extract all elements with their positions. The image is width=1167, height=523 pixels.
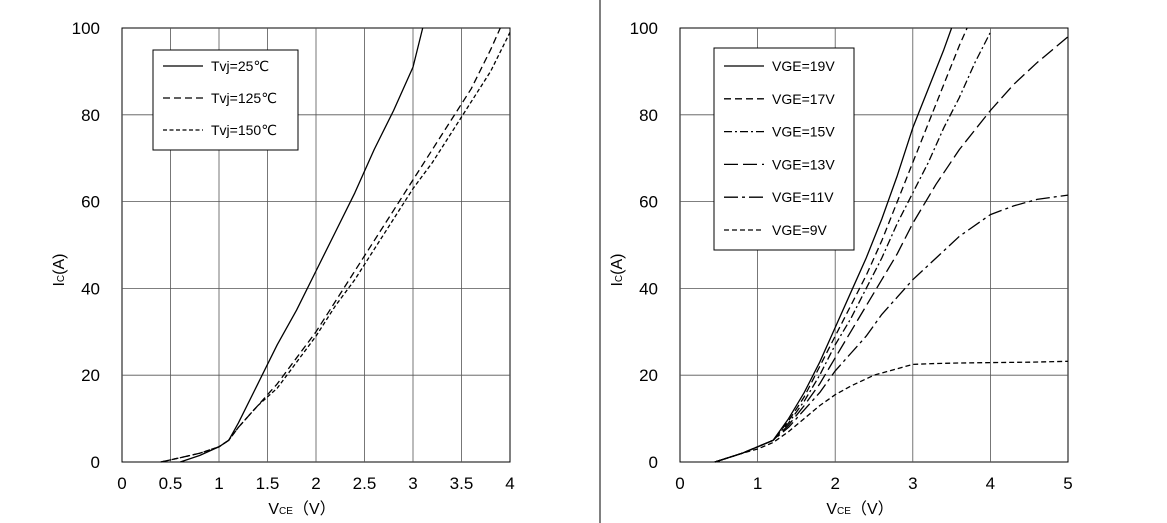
- c1-legend-label-3: VGE=13V: [772, 156, 835, 172]
- c0-x-tick-label: 2: [311, 474, 320, 493]
- c1-y-tick-label: 80: [639, 106, 658, 125]
- c1-plot-frame: [679, 27, 1069, 463]
- c1-x-tick-label: 0: [675, 474, 684, 493]
- c0-x-tick-label: 0.5: [159, 474, 183, 493]
- c0-series-line-2: [160, 32, 511, 463]
- c1-legend-box: [713, 47, 855, 251]
- c1-y-axis-label: IC(A): [609, 253, 626, 286]
- c0-x-tick-label: 2.5: [353, 474, 377, 493]
- c1-y-tick-label: 20: [639, 366, 658, 385]
- c0-x-tick-label: 3: [408, 474, 417, 493]
- c1-y-tick-label: 40: [639, 279, 658, 298]
- c1-x-tick-label: 3: [908, 474, 917, 493]
- c0-x-tick-label: 1: [214, 474, 223, 493]
- c1-x-tick-label: 2: [830, 474, 839, 493]
- c1-legend-label-1: VGE=17V: [772, 91, 835, 107]
- c0-x-axis-label-main: V: [268, 501, 279, 518]
- chart-temperature: 0 0.5 1 1.5 2 2.5 3 3.5 4020406080100VCE（V）IC(A)…: [51, 19, 515, 518]
- c0-x-axis-label-sub: CE: [279, 506, 293, 517]
- c0-series-line-1: [160, 27, 501, 463]
- c1-y-tick-label: 0: [649, 453, 658, 472]
- c0-x-axis-label-unit: （V）: [293, 500, 336, 518]
- c0-legend-box: [152, 49, 299, 151]
- c0-y-tick-label: 100: [72, 19, 100, 38]
- c1-y-axis-label-main: I: [609, 282, 626, 286]
- c0-y-tick-label: 60: [81, 193, 100, 212]
- c1-legend-label-0: VGE=19V: [772, 58, 835, 74]
- c0-y-tick-label: 20: [81, 366, 100, 385]
- c0-y-axis-label: IC(A): [51, 253, 68, 286]
- c1-legend-label-5: VGE=9V: [772, 222, 828, 238]
- c0-series-line-0: [179, 27, 424, 463]
- c0-y-axis-label-sub: C: [56, 275, 67, 282]
- c0-legend-label-1: Tvj=125℃: [211, 90, 277, 106]
- c1-y-axis-label-sub: C: [614, 275, 625, 282]
- c1-x-axis-label-main: V: [826, 501, 837, 518]
- c1-y-axis-label-unit: (A): [609, 253, 626, 274]
- c0-y-tick-label: 0: [91, 453, 100, 472]
- c1-x-tick-label: 4: [986, 474, 995, 493]
- c0-x-tick-label: 4: [505, 474, 514, 493]
- c0-y-axis-label-main: I: [51, 282, 68, 286]
- c0-x-tick-label: 0: [117, 474, 126, 493]
- chart-gate-voltage: 0 1 2 3 4 5 0 20 40 60 80 100 VCE（V） IC(A) VGE=19V VGE=…: [609, 19, 1073, 518]
- c0-y-tick-label: 80: [81, 106, 100, 125]
- c0-y-tick-label: 40: [81, 279, 100, 298]
- c1-x-tick-label: 5: [1063, 474, 1072, 493]
- c1-series-line-5: [714, 360, 1069, 463]
- c1-legend-label-2: VGE=15V: [772, 124, 835, 140]
- c1-x-axis-label: VCE（V）: [826, 500, 893, 518]
- c1-x-tick-label: 1: [753, 474, 762, 493]
- c1-legend-label-4: VGE=11V: [772, 189, 834, 205]
- c0-legend-label-0: Tvj=25℃: [211, 58, 269, 74]
- c0-legend-label-2: Tvj=150℃: [211, 122, 277, 138]
- c0-x-tick-label: 1.5: [256, 474, 280, 493]
- c1-x-axis-label-sub: CE: [837, 506, 851, 517]
- c1-y-tick-label: 100: [630, 19, 658, 38]
- c0-x-tick-label: 3.5: [450, 474, 474, 493]
- c0-x-axis-label: VCE（V）: [268, 500, 335, 518]
- c1-series-line-4: [714, 194, 1069, 463]
- c0-y-axis-label-unit: (A): [51, 253, 68, 274]
- c1-x-axis-label-unit: （V）: [851, 500, 894, 518]
- c1-y-tick-label: 60: [639, 193, 658, 212]
